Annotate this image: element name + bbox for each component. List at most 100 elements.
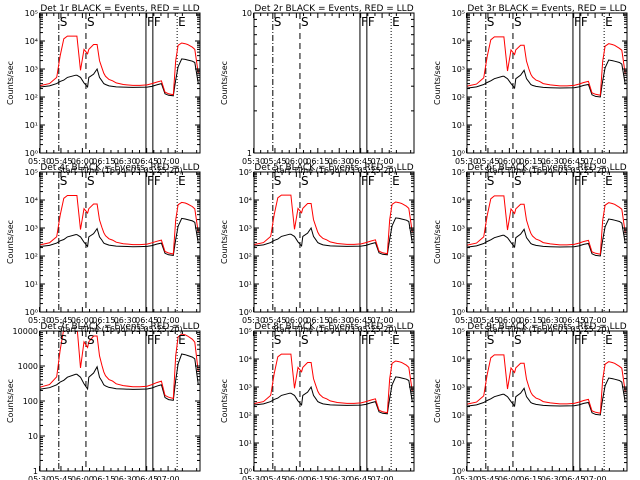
marker-label-solid2: F xyxy=(368,15,375,29)
chart-title: Det 4r BLACK = Events, RED = LLD xyxy=(40,163,199,173)
x-tick-label: 05:30 xyxy=(455,157,478,166)
x-axis-label: Start Time (16-Jul-03 05:25:20) xyxy=(484,325,609,334)
y-tick-label: 10⁵ xyxy=(25,9,38,18)
marker-label-solid1: F xyxy=(361,333,368,347)
y-tick-label: 10³ xyxy=(25,224,38,233)
y-tick-label: 10⁴ xyxy=(239,355,252,364)
series-lld xyxy=(467,36,626,96)
axes-frame xyxy=(466,171,628,313)
y-tick-label: 10¹ xyxy=(239,280,252,289)
chart-title: Det 2r BLACK = Events, RED = LLD xyxy=(254,4,413,14)
x-tick-label: 05:45 xyxy=(49,475,72,480)
x-tick-label: 06:00 xyxy=(71,157,94,166)
x-tick-label: 06:45 xyxy=(349,157,372,166)
y-tick-label: 10³ xyxy=(452,383,465,392)
plot-area xyxy=(467,331,626,471)
x-tick-label: 05:45 xyxy=(263,316,286,325)
axes-frame xyxy=(253,171,415,313)
axes-frame xyxy=(253,12,415,154)
chart-title: Det 6r BLACK = Events, RED = LLD xyxy=(467,163,626,173)
x-tick-label: 06:15 xyxy=(306,316,329,325)
y-axis-label: Counts/sec xyxy=(433,379,442,423)
series-lld xyxy=(254,194,413,255)
x-tick-label: 06:00 xyxy=(285,157,308,166)
y-tick-label: 10⁰ xyxy=(25,308,38,317)
x-tick-label: 05:30 xyxy=(242,157,265,166)
chart-title: Det 8r BLACK = Events, RED = LLD xyxy=(254,322,413,332)
marker-label-solid2: F xyxy=(154,15,161,29)
chart-title: Det 1r BLACK = Events, RED = LLD xyxy=(40,4,199,14)
x-tick-label: 05:45 xyxy=(49,157,72,166)
x-tick-label: 06:15 xyxy=(519,157,542,166)
x-tick-label: 07:00 xyxy=(371,475,394,480)
y-tick-label: 10⁰ xyxy=(452,149,465,158)
marker-label-dotdash: S xyxy=(60,15,68,29)
x-axis-label: Start Time (16-Jul-03 05:25:20) xyxy=(57,325,182,334)
x-tick-label: 06:15 xyxy=(519,475,542,480)
series-lld xyxy=(467,195,626,255)
marker-label-solid1: F xyxy=(147,15,154,29)
marker-label-dashed: S xyxy=(301,174,309,188)
y-tick-label: 10¹ xyxy=(25,121,38,130)
x-tick-label: 06:15 xyxy=(519,316,542,325)
x-tick-label: 05:30 xyxy=(28,316,51,325)
x-tick-label: 06:15 xyxy=(92,316,115,325)
x-axis-label: Start Time (16-Jul-03 05:25:20) xyxy=(57,166,182,175)
plot-area xyxy=(254,172,413,312)
y-axis-label: Counts/sec xyxy=(6,220,15,264)
x-tick-label: 06:30 xyxy=(114,157,137,166)
series-lld xyxy=(40,331,199,400)
marker-label-dotted: E xyxy=(178,15,186,29)
y-tick-label: 10¹ xyxy=(452,439,465,448)
y-tick-label: 10⁴ xyxy=(25,196,38,205)
y-axis-label: Counts/sec xyxy=(6,61,15,105)
series-events xyxy=(40,217,199,256)
y-tick-label: 10² xyxy=(452,93,465,102)
x-axis-label: Start Time (16-Jul-03 05:25:20) xyxy=(271,166,396,175)
axes-frame xyxy=(466,330,628,472)
x-tick-label: 07:00 xyxy=(371,157,394,166)
x-tick-label: 07:00 xyxy=(584,316,607,325)
y-tick-label: 10³ xyxy=(452,65,465,74)
marker-label-solid1: F xyxy=(574,174,581,188)
y-tick-label: 10000 xyxy=(13,327,38,336)
x-tick-label: 06:45 xyxy=(135,157,158,166)
x-tick-label: 06:45 xyxy=(349,316,372,325)
chart-panel-6: S S F F E10⁰10¹10²10³10⁴10⁵05:3005:4506:0006… xyxy=(433,163,628,334)
x-tick-label: 06:30 xyxy=(114,475,137,480)
y-tick-label: 10⁰ xyxy=(239,467,252,476)
marker-label-dotdash: S xyxy=(60,174,68,188)
y-tick-label: 10 xyxy=(242,9,252,18)
marker-label-dotted: E xyxy=(605,15,613,29)
plot-area xyxy=(467,172,626,312)
y-tick-label: 10⁵ xyxy=(239,168,252,177)
marker-label-dotted: E xyxy=(178,333,186,347)
y-tick-label: 10⁰ xyxy=(25,149,38,158)
y-tick-label: 10² xyxy=(239,411,252,420)
marker-label-dotted: E xyxy=(178,174,186,188)
x-tick-label: 06:30 xyxy=(541,157,564,166)
x-tick-label: 06:15 xyxy=(92,157,115,166)
y-tick-label: 10⁵ xyxy=(25,168,38,177)
marker-label-dotted: E xyxy=(605,333,613,347)
y-axis-label: Counts/sec xyxy=(6,379,15,423)
y-axis-label: Counts/sec xyxy=(433,220,442,264)
marker-label-dotdash: S xyxy=(487,333,495,347)
y-axis-label: Counts/sec xyxy=(220,220,229,264)
x-tick-label: 06:45 xyxy=(562,475,585,480)
series-events xyxy=(254,217,413,256)
series-lld xyxy=(467,354,626,414)
x-tick-label: 06:00 xyxy=(498,475,521,480)
x-tick-label: 05:45 xyxy=(476,475,499,480)
y-axis-label: Counts/sec xyxy=(220,61,229,105)
x-tick-label: 07:00 xyxy=(157,316,180,325)
marker-label-solid2: F xyxy=(368,174,375,188)
y-tick-label: 10² xyxy=(25,252,38,261)
y-tick-label: 10⁵ xyxy=(452,327,465,336)
x-tick-label: 06:45 xyxy=(135,316,158,325)
x-tick-label: 05:30 xyxy=(455,316,478,325)
series-events xyxy=(467,377,626,416)
marker-label-solid1: F xyxy=(147,333,154,347)
